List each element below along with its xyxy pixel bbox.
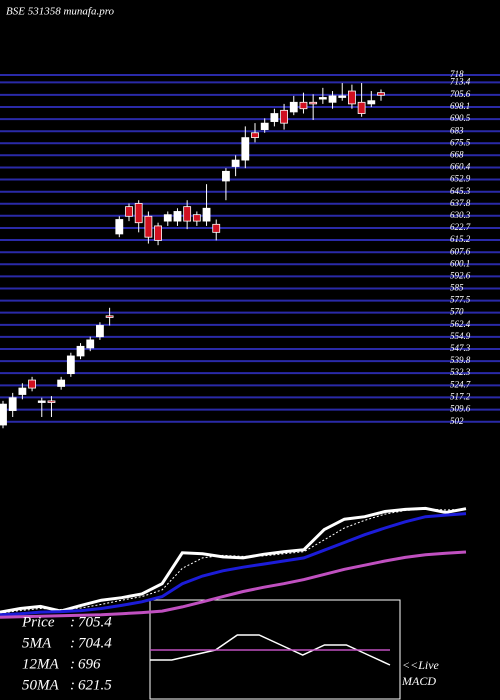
candle-body — [163, 214, 172, 222]
candle-body — [289, 101, 298, 113]
candle-body — [144, 215, 153, 238]
legend-value: 621.5 — [78, 677, 112, 693]
candle-body — [134, 203, 143, 224]
candle-body — [154, 225, 162, 241]
candle-body — [57, 379, 66, 387]
candle-body — [183, 206, 192, 222]
y-tick-label: 577.5 — [450, 295, 471, 305]
series-line — [0, 550, 467, 619]
candle-body — [47, 400, 56, 403]
y-tick-label: 585 — [450, 283, 464, 293]
y-tick-label: 645.3 — [450, 186, 471, 196]
candle-body — [318, 97, 327, 100]
y-tick-label: 713.4 — [450, 76, 471, 86]
y-tick-label: 509.6 — [450, 404, 471, 414]
y-tick-label: 524.7 — [450, 379, 471, 389]
candle-body — [37, 400, 46, 403]
y-tick-label: 532.3 — [450, 367, 471, 377]
y-tick-label: 562.4 — [450, 319, 471, 329]
candle-body — [338, 95, 347, 98]
y-tick-label: 615.2 — [450, 234, 471, 244]
y-tick-label: 705.6 — [450, 89, 471, 99]
candle-body — [222, 170, 230, 182]
y-tick-label: 592.6 — [450, 270, 471, 280]
y-tick-label: 668 — [450, 149, 464, 159]
y-tick-label: 622.7 — [450, 222, 471, 232]
candle-body — [173, 211, 182, 222]
y-tick-label: 683 — [450, 125, 464, 135]
candle-body — [8, 397, 17, 411]
candle-body — [66, 355, 75, 375]
y-tick-label: 547.3 — [450, 343, 471, 353]
candle-body — [115, 219, 124, 235]
candle-body — [241, 137, 250, 161]
candle-body — [357, 101, 366, 114]
candle-body — [348, 90, 356, 105]
candle-body — [96, 325, 104, 338]
y-tick-label: 554.9 — [450, 331, 471, 341]
candle-body — [299, 101, 308, 110]
y-tick-label: 517.2 — [450, 391, 471, 401]
candle-body — [105, 315, 114, 318]
legend-name: 50MA — [22, 677, 59, 693]
candle-body — [309, 101, 318, 105]
legend-name: 12MA — [22, 656, 59, 672]
candle-body — [76, 345, 85, 357]
y-tick-label: 570 — [450, 307, 464, 317]
candle-body — [0, 403, 7, 426]
legend-sep: : — [70, 656, 75, 672]
y-tick-label: 630.3 — [450, 210, 471, 220]
legend-sep: : — [70, 635, 75, 651]
macd-annotation: <<Live — [402, 658, 440, 672]
legend-sep: : — [70, 677, 75, 693]
y-tick-label: 600.1 — [450, 258, 470, 268]
y-tick-label: 652.9 — [450, 174, 471, 184]
candle-body — [328, 95, 337, 103]
candle-body — [280, 109, 288, 124]
candle-body — [231, 159, 240, 167]
y-tick-label: 660.4 — [450, 162, 471, 172]
chart-title: BSE 531358 munafa.pro — [6, 6, 115, 18]
candle-body — [251, 132, 259, 139]
candle-body — [270, 113, 279, 122]
macd-title: MACD — [401, 674, 436, 688]
candle-body — [212, 223, 221, 233]
series-line — [0, 506, 467, 614]
candle-body — [202, 207, 211, 222]
legend-sep: : — [70, 614, 75, 630]
y-tick-label: 637.8 — [450, 198, 471, 208]
candle-body — [192, 214, 201, 222]
candle-body — [86, 339, 95, 349]
legend-name: Price — [21, 614, 55, 630]
legend-name: 5MA — [22, 635, 52, 651]
candle-body — [18, 387, 27, 395]
legend-value: 704.4 — [78, 635, 112, 651]
legend-value: 705.4 — [78, 614, 112, 630]
y-tick-label: 698.1 — [450, 101, 470, 111]
series-line — [0, 508, 467, 614]
y-tick-label: 675.5 — [450, 137, 471, 147]
candle-body — [377, 92, 385, 96]
y-tick-label: 718 — [450, 69, 464, 79]
candle-body — [28, 379, 36, 389]
y-tick-label: 502 — [450, 416, 464, 426]
y-tick-label: 607.6 — [450, 246, 471, 256]
y-tick-label: 690.5 — [450, 113, 471, 123]
candle-body — [260, 122, 269, 130]
candle-body — [125, 206, 133, 217]
y-tick-label: 539.8 — [450, 355, 471, 365]
series-line — [150, 634, 391, 666]
legend-value: 696 — [78, 656, 101, 672]
series-line — [0, 512, 467, 617]
candle-body — [367, 100, 376, 105]
